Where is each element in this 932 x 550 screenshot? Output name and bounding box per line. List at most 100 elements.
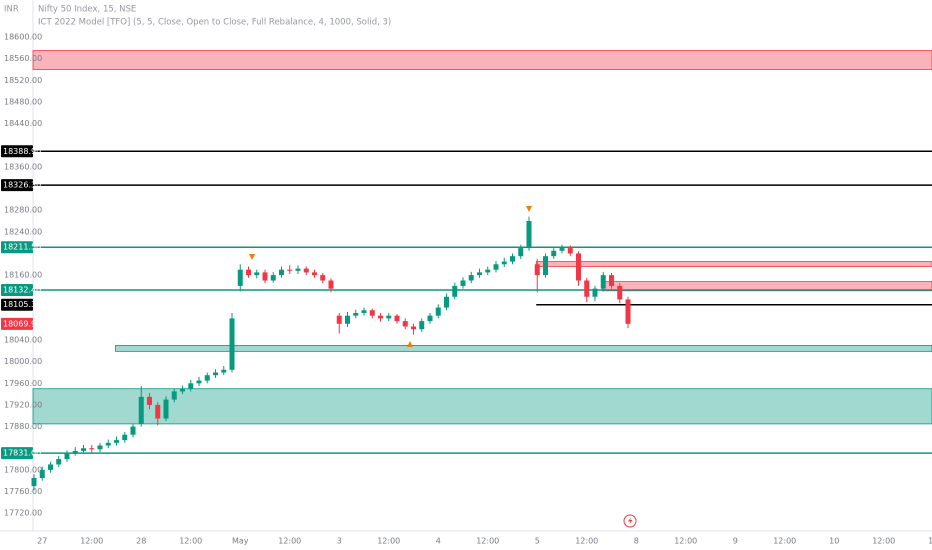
zone: [32, 50, 932, 70]
swing-marker: [249, 254, 255, 260]
chart-subtitle: ICT 2022 Model [TFO] (5, 5, Close, Open …: [38, 18, 391, 28]
candle-body: [394, 315, 400, 322]
price-label: 18069.95: [3, 319, 41, 328]
price-label: 18388.90: [3, 147, 41, 156]
y-tick-label: 18240.00: [4, 227, 42, 236]
candle-body: [419, 321, 425, 330]
candle-body: [105, 442, 111, 446]
x-tick-label: 28: [136, 537, 146, 546]
price-label-bg: [1, 447, 33, 460]
candle-body: [81, 448, 86, 451]
y-tick-label: 18520.00: [4, 76, 42, 85]
candle-body: [444, 296, 449, 308]
event-icon-bolt: [628, 517, 633, 525]
candle-body: [213, 372, 218, 376]
candle-body: [138, 396, 144, 424]
candle-body: [171, 391, 177, 400]
price-label-bg: [1, 317, 33, 330]
candle-body: [452, 285, 458, 297]
candle-body: [609, 275, 614, 286]
candle-body: [196, 380, 202, 384]
x-tick-label: 9: [733, 537, 738, 546]
candle-body: [526, 221, 532, 249]
candles: [31, 216, 631, 491]
x-tick-label: 3: [337, 537, 342, 546]
candle-body: [567, 248, 573, 254]
zone: [115, 345, 932, 352]
y-tick-label: 18040.00: [4, 336, 42, 345]
zone: [535, 261, 932, 267]
candle-body: [468, 275, 474, 281]
candle-body: [345, 315, 350, 324]
y-tick-label: 17760.00: [4, 487, 42, 496]
candle-body: [295, 268, 301, 271]
price-label: 18132.40: [3, 286, 41, 295]
x-tick-label: 12:00: [278, 537, 301, 546]
candle-body: [204, 375, 210, 381]
candle-body: [386, 315, 392, 319]
x-tick-label: 11: [928, 537, 932, 546]
y-tick-label: 17880.00: [4, 422, 42, 431]
candle-body: [180, 388, 185, 392]
price-label-bg: [1, 284, 33, 297]
x-tick-label: 12:00: [179, 537, 202, 546]
candle-body: [122, 434, 128, 441]
x-tick-label: 12:00: [773, 537, 796, 546]
candle-body: [501, 261, 507, 265]
candle-body: [369, 310, 375, 316]
candle-body: [89, 448, 95, 450]
levels: [33, 150, 932, 454]
candle-body: [39, 469, 45, 478]
axes: 18600.00 18560.00 18520.00 18480.00 18440.00…: [1, 33, 932, 546]
candle-body: [287, 269, 293, 271]
price-label: 18326.30: [3, 181, 41, 190]
candle-body: [31, 477, 37, 487]
candle-body: [518, 248, 524, 257]
price-label: 18211.50: [3, 243, 41, 252]
candle-body: [477, 272, 482, 276]
x-tick-label: 4: [436, 537, 441, 546]
x-tick-label: 8: [634, 537, 639, 546]
candle-body: [270, 275, 276, 281]
price-label: 18105.30: [3, 300, 41, 309]
swing-marker: [526, 206, 532, 212]
candle-body: [72, 450, 78, 454]
price-label-bg: [1, 298, 33, 311]
candle-body: [543, 256, 548, 276]
price-label-bg: [1, 145, 33, 158]
x-tick-label: 12:00: [872, 537, 895, 546]
y-tick-label: 17720.00: [4, 509, 42, 518]
x-tick-label: 12:00: [674, 537, 697, 546]
candle-body: [279, 269, 284, 276]
candle-body: [625, 299, 631, 324]
price-label: 17831.00: [3, 449, 41, 458]
candle-body: [584, 280, 590, 297]
candle-body: [534, 264, 540, 276]
candle-body: [510, 256, 515, 262]
candle-body: [155, 404, 161, 419]
price-label-bg: [1, 241, 33, 254]
candle-body: [303, 268, 309, 273]
candle-body: [485, 269, 491, 273]
y-tick-label: 17920.00: [4, 400, 42, 409]
candle-body: [97, 445, 103, 450]
x-tick-label: 12:00: [80, 537, 103, 546]
candle-body: [435, 307, 441, 316]
candle-body: [427, 315, 433, 322]
candle-body: [221, 369, 227, 373]
candle-body: [402, 321, 408, 327]
x-tick-label: 27: [37, 537, 47, 546]
candle-body: [353, 312, 359, 316]
candle-body: [411, 326, 416, 330]
candle-body: [229, 318, 235, 370]
event-icon[interactable]: [623, 514, 637, 528]
candle-body: [237, 269, 243, 286]
candle-body: [188, 383, 194, 389]
candle-body: [361, 310, 367, 313]
candle-body: [114, 440, 119, 443]
zone: [32, 388, 932, 425]
y-tick-label: 17960.00: [4, 379, 42, 388]
candle-body: [617, 285, 623, 300]
candle-body: [378, 315, 383, 319]
